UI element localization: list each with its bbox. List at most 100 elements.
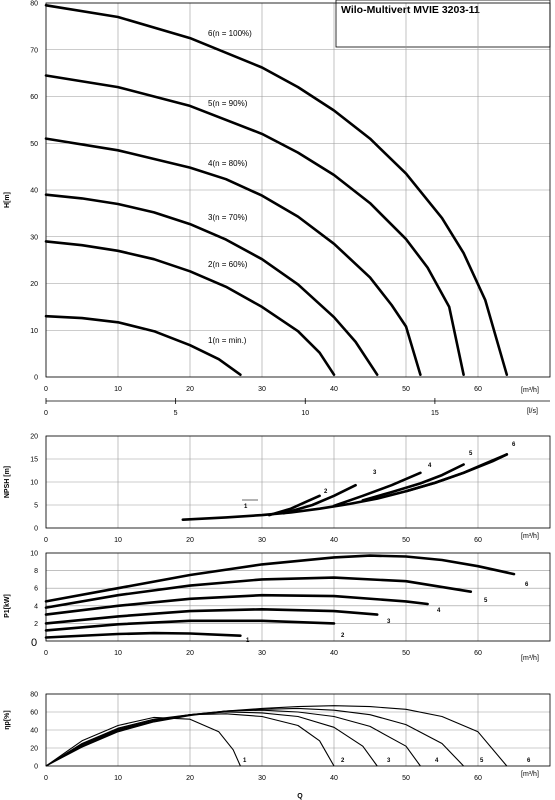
secondary-axis-tick-label: 5 (174, 410, 178, 417)
efficiency-x-tick-label: 50 (402, 775, 410, 782)
head-curve-label-2: 2(n = 60%) (208, 260, 248, 269)
head-y-tick-label: 70 (30, 47, 38, 54)
power-curve-label-4: 4 (437, 608, 441, 614)
head-y-tick-label: 20 (30, 281, 38, 288)
efficiency-x-tick-label: 0 (44, 775, 48, 782)
power-x-tick-label: 60 (474, 650, 482, 657)
efficiency-curve-label-2: 2 (341, 758, 345, 764)
npsh-x-tick-label: 60 (474, 537, 482, 544)
head-curve-3 (44, 193, 379, 377)
power-x-tick-label: 10 (114, 650, 122, 657)
head-curve-label-5: 5(n = 90%) (208, 99, 248, 108)
power-plot-frame (45, 552, 551, 642)
head-y-tick-label: 40 (30, 188, 38, 195)
head-x-tick-label: 50 (402, 386, 410, 393)
head-curve-label-4: 4(n = 80%) (208, 159, 248, 168)
npsh-curve-label-3: 3 (373, 470, 377, 476)
efficiency-x-tick-label: 60 (474, 775, 482, 782)
secondary-axis-tick-label: 0 (44, 410, 48, 417)
head-plot-frame (45, 2, 551, 378)
head-curve-4 (44, 137, 422, 377)
efficiency-x-label: Q (297, 793, 303, 800)
npsh-curve-3 (282, 483, 357, 515)
power-x-tick-label: 30 (258, 650, 266, 657)
efficiency-curve-label-6: 6 (527, 758, 531, 764)
head-y-tick-label: 30 (30, 234, 38, 241)
power-x-tick-label: 20 (186, 650, 194, 657)
power-x-tick-label: 40 (330, 650, 338, 657)
power-curve-2 (44, 619, 336, 632)
title-box (335, 0, 551, 48)
npsh-x-tick-label: 50 (402, 537, 410, 544)
head-curve-6 (44, 4, 509, 377)
head-secondary-x-unit: [l/s] (527, 408, 538, 415)
head-y-label: H[m] (4, 192, 11, 208)
efficiency-curve-label-5: 5 (480, 758, 484, 764)
head-x-tick-label: 20 (186, 386, 194, 393)
npsh-x-tick-label: 30 (258, 537, 266, 544)
efficiency-curve-2 (45, 713, 335, 767)
npsh-y-tick-label: 15 (30, 457, 38, 464)
power-curve-label-5: 5 (484, 598, 488, 604)
head-x-tick-label: 30 (258, 386, 266, 393)
efficiency-curve-label-1: 1 (243, 758, 247, 764)
power-x-tick-label: 50 (402, 650, 410, 657)
power-curve-1 (44, 631, 242, 639)
head-y-tick-label: 50 (30, 141, 38, 148)
npsh-y-tick-label: 5 (34, 503, 38, 510)
secondary-axis-tick-label: 15 (431, 410, 439, 417)
npsh-y-tick-label: 20 (30, 434, 38, 441)
head-y-tick-label: 60 (30, 94, 38, 101)
power-y-tick-label: 8 (34, 568, 38, 575)
efficiency-plot-frame (45, 693, 551, 767)
power-curve-label-1: 1 (246, 638, 250, 644)
head-curve-5 (44, 74, 465, 377)
head-x-unit: [m³/h] (521, 387, 539, 394)
power-y-tick-label: 2 (34, 621, 38, 628)
npsh-curve-4 (332, 471, 422, 508)
npsh-x-tick-label: 20 (186, 537, 194, 544)
power-curve-3 (44, 607, 379, 625)
npsh-curve-label-5: 5 (469, 451, 473, 457)
efficiency-x-tick-label: 30 (258, 775, 266, 782)
head-y-tick-label: 0 (34, 375, 38, 382)
efficiency-curve-3 (45, 711, 378, 767)
npsh-plot-frame (45, 435, 551, 529)
power-curve-4 (44, 593, 429, 616)
head-x-tick-label: 40 (330, 386, 338, 393)
npsh-curve-label-1: 1 (244, 504, 248, 510)
npsh-curve-label-2: 2 (324, 489, 328, 495)
efficiency-y-tick-label: 60 (30, 710, 38, 717)
power-x-tick-label: 0 (44, 650, 48, 657)
npsh-curve-2 (267, 494, 321, 517)
npsh-y-label: NPSH [m] (4, 466, 11, 498)
npsh-curve-6 (404, 453, 509, 493)
efficiency-curve-label-4: 4 (435, 758, 439, 764)
power-y-label: P1[kW] (4, 594, 11, 618)
efficiency-y-tick-label: 20 (30, 746, 38, 753)
power-y-tick-label: 10 (30, 551, 38, 558)
chart-title: Wilo-Multivert MVIE 3203-11 (341, 4, 480, 16)
power-curve-label-6: 6 (525, 582, 529, 588)
head-curve-label-1: 1(n = min.) (208, 336, 247, 345)
npsh-x-unit: [m³/h] (521, 533, 539, 540)
npsh-y-tick-label: 10 (30, 480, 38, 487)
head-y-tick-label: 10 (30, 328, 38, 335)
head-x-tick-label: 0 (44, 386, 48, 393)
power-curve-6 (44, 554, 516, 603)
npsh-x-tick-label: 10 (114, 537, 122, 544)
efficiency-x-tick-label: 10 (114, 775, 122, 782)
head-curve-2 (44, 240, 336, 377)
power-curve-5 (44, 576, 473, 609)
power-y-tick-label: 4 (34, 603, 38, 610)
npsh-curve-label-4: 4 (428, 463, 432, 469)
power-curve-label-3: 3 (387, 619, 391, 625)
head-curve-label-6: 6(n = 100%) (208, 29, 252, 38)
efficiency-x-tick-label: 20 (186, 775, 194, 782)
power-y-tick-label: 6 (34, 586, 38, 593)
npsh-x-tick-label: 40 (330, 537, 338, 544)
head-x-tick-label: 10 (114, 386, 122, 393)
npsh-curve-5 (361, 463, 465, 502)
